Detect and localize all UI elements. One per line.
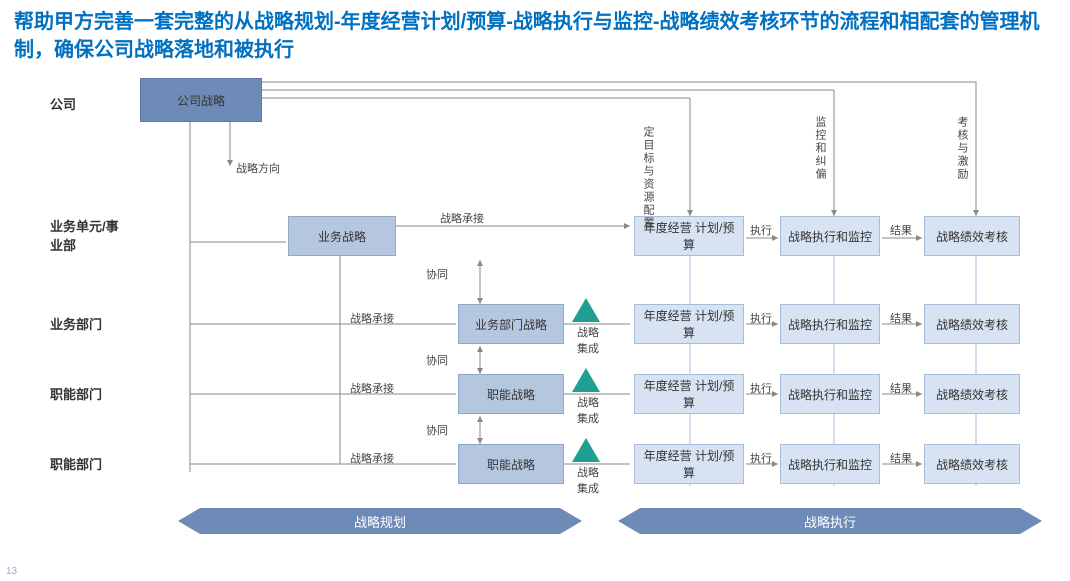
label-inherit-r2: 战略承接	[350, 310, 394, 326]
label-result-2: 结果	[890, 310, 912, 326]
label-coord-2: 协同	[426, 352, 448, 368]
node-eval-r4: 战略绩效考核	[924, 444, 1020, 484]
node-annual-r4: 年度经营 计划/预算	[634, 444, 744, 484]
node-company-strategy: 公司战略	[140, 78, 262, 122]
label-exec-2: 执行	[750, 310, 772, 326]
label-inherit-r1: 战略承接	[440, 210, 484, 226]
label-target: 定目标与资源配置	[640, 126, 656, 230]
label-exec-1: 执行	[750, 222, 772, 238]
node-monitor-r4: 战略执行和监控	[780, 444, 880, 484]
label-result-1: 结果	[890, 222, 912, 238]
node-biz-strategy: 业务战略	[288, 216, 396, 256]
node-func-strategy-2: 职能战略	[458, 444, 564, 484]
triangle-icon-1	[572, 298, 600, 322]
label-exec-4: 执行	[750, 450, 772, 466]
node-annual-r3: 年度经营 计划/预算	[634, 374, 744, 414]
label-inherit-r4: 战略承接	[350, 450, 394, 466]
label-integrate-3: 战略集成	[572, 464, 604, 496]
node-monitor-r1: 战略执行和监控	[780, 216, 880, 256]
page-title: 帮助甲方完善一套完整的从战略规划-年度经营计划/预算-战略执行与监控-战略绩效考…	[0, 0, 1070, 68]
node-monitor-r2: 战略执行和监控	[780, 304, 880, 344]
node-eval-r3: 战略绩效考核	[924, 374, 1020, 414]
label-integrate-2: 战略集成	[572, 394, 604, 426]
page-number: 13	[6, 566, 17, 577]
label-direction: 战略方向	[236, 160, 280, 176]
phase-bar-exec: 战略执行	[640, 508, 1020, 534]
label-integrate-1: 战略集成	[572, 324, 604, 356]
node-annual-r2: 年度经营 计划/预算	[634, 304, 744, 344]
triangle-icon-2	[572, 368, 600, 392]
label-inherit-r3: 战略承接	[350, 380, 394, 396]
label-result-3: 结果	[890, 380, 912, 396]
diagram-canvas: 公司 业务单元/事业部 业务部门 职能部门 职能部门	[0, 66, 1070, 546]
node-monitor-r3: 战略执行和监控	[780, 374, 880, 414]
label-reward: 考核与激励	[954, 116, 970, 181]
label-coord-1: 协同	[426, 266, 448, 282]
node-func-strategy-1: 职能战略	[458, 374, 564, 414]
triangle-icon-3	[572, 438, 600, 462]
label-exec-3: 执行	[750, 380, 772, 396]
phase-bar-plan: 战略规划	[200, 508, 560, 534]
label-result-4: 结果	[890, 450, 912, 466]
label-monitor: 监控和纠偏	[812, 116, 828, 181]
node-eval-r1: 战略绩效考核	[924, 216, 1020, 256]
label-coord-3: 协同	[426, 422, 448, 438]
node-eval-r2: 战略绩效考核	[924, 304, 1020, 344]
node-dept-strategy: 业务部门战略	[458, 304, 564, 344]
